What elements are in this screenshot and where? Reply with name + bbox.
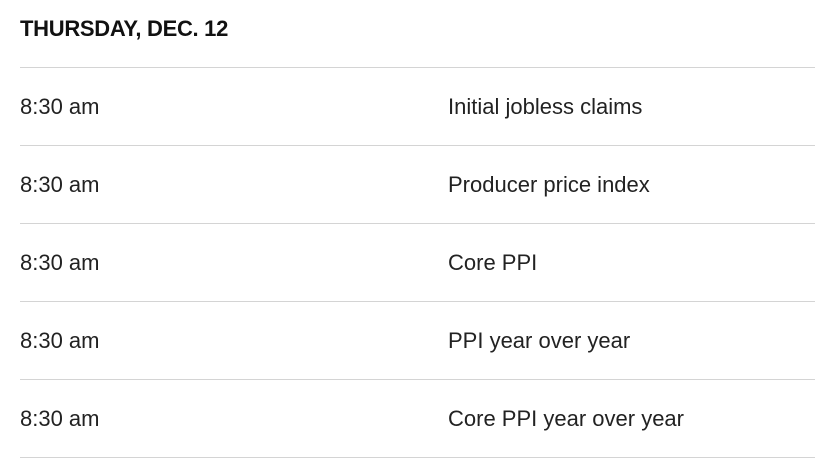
event-cell: Initial jobless claims bbox=[448, 94, 643, 119]
time-cell: 8:30 am bbox=[20, 328, 100, 353]
event-cell: PPI year over year bbox=[448, 328, 631, 353]
table-row: 8:30 am Initial jobless claims bbox=[20, 68, 815, 146]
section-title: THURSDAY, DEC. 12 bbox=[20, 16, 229, 41]
event-cell: Core PPI bbox=[448, 250, 538, 275]
table-row: 8:30 am Producer price index bbox=[20, 146, 815, 224]
time-cell: 8:30 am bbox=[20, 250, 100, 275]
time-cell: 8:30 am bbox=[20, 406, 100, 431]
table-row: 8:30 am Core PPI bbox=[20, 224, 815, 302]
time-cell: 8:30 am bbox=[20, 172, 100, 197]
time-cell: 8:30 am bbox=[20, 94, 100, 119]
table-row: 8:30 am PPI year over year bbox=[20, 302, 815, 380]
table-row: 8:30 am Core PPI year over year bbox=[20, 380, 815, 458]
event-cell: Producer price index bbox=[448, 172, 650, 197]
event-cell: Core PPI year over year bbox=[448, 406, 684, 431]
schedule-table: 8:30 am Initial jobless claims 8:30 am Prod… bbox=[20, 67, 815, 458]
